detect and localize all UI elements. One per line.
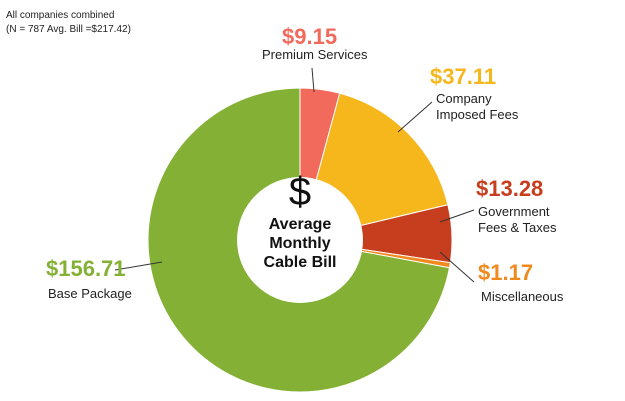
value-label: $156.71 xyxy=(46,256,126,281)
leader-lines xyxy=(114,67,475,283)
center-symbol: $ xyxy=(288,170,312,214)
category-label: Premium Services xyxy=(262,47,368,62)
center-label: Average Monthly Cable Bill xyxy=(263,216,337,271)
value-label: $1.17 xyxy=(478,260,534,285)
category-label: Base Package xyxy=(48,286,132,301)
note: (N = 787 Avg. Bill =$217.42) xyxy=(6,24,131,35)
category-label: Company Imposed Fees xyxy=(436,91,519,122)
value-label: $13.28 xyxy=(476,176,544,201)
value-label: $37.11 xyxy=(430,64,497,89)
donut-hole xyxy=(237,177,363,303)
category-label: Miscellaneous xyxy=(481,289,564,304)
note: All companies combined xyxy=(6,10,115,21)
value-label: $9.15 xyxy=(282,24,338,49)
category-label: Government Fees & Taxes xyxy=(478,204,557,235)
